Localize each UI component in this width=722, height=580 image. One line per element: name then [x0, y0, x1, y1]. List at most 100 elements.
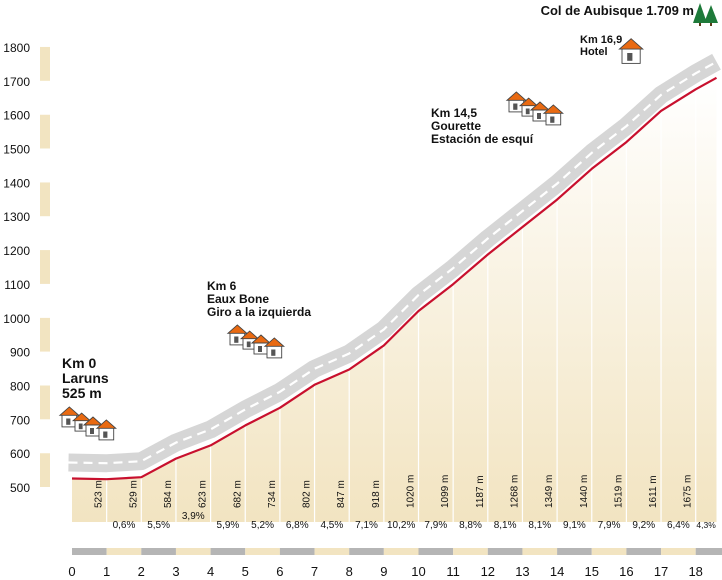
x-axis-tick-labels: 0 1 2 3 4 5 6 7 8 9 10 11 12 13 14 15 16 17 18 — [68, 564, 703, 579]
x-bar-segment — [626, 548, 662, 555]
x-tick-label: 13 — [515, 564, 529, 579]
y-band-segment — [40, 419, 50, 454]
y-tick-label: 1200 — [3, 244, 30, 258]
altitude-label: 1187 m — [475, 475, 486, 508]
gradient-label: 0,6% — [113, 520, 136, 531]
altitude-label: 584 m — [163, 480, 174, 508]
x-bar-segment — [661, 548, 696, 555]
profile-line — [71, 76, 718, 481]
y-tick-label: 1700 — [3, 75, 30, 89]
y-band-segment — [40, 351, 50, 386]
altitude-label: 1519 m — [613, 475, 624, 508]
gradient-label: 8,8% — [459, 520, 482, 531]
x-bar-segment — [522, 548, 558, 555]
y-band-segment — [40, 182, 50, 217]
x-tick-label: 17 — [654, 564, 668, 579]
mountain-trees-icon — [693, 3, 718, 26]
annotation-text: Eaux Bone — [207, 292, 269, 306]
x-tick-label: 15 — [585, 564, 599, 579]
altitude-label: 1349 m — [544, 475, 555, 508]
x-bar-segment — [314, 548, 350, 555]
annotation-text: Km 14,5 — [431, 106, 477, 120]
gradient-label: 3,9% — [182, 511, 205, 522]
village-icon — [505, 91, 564, 126]
altitude-label: 1611 m — [648, 475, 659, 508]
x-tick-label: 9 — [380, 564, 387, 579]
gradient-label: 8,1% — [528, 520, 551, 531]
x-bar-segment — [418, 548, 454, 555]
annotation-text: Gourette — [431, 119, 481, 133]
x-bar-segment — [210, 548, 246, 555]
y-band-segment — [40, 46, 50, 81]
x-tick-label: 0 — [68, 564, 75, 579]
profile-area — [72, 77, 717, 523]
x-tick-label: 2 — [138, 564, 145, 579]
gradient-label: 7,9% — [598, 520, 621, 531]
altitude-label: 1675 m — [683, 475, 694, 508]
gradient-label: 5,5% — [147, 520, 170, 531]
y-tick-label: 1300 — [3, 210, 30, 224]
gradient-label: 5,9% — [217, 520, 240, 531]
x-tick-label: 1 — [103, 564, 110, 579]
altitude-label: 1099 m — [440, 475, 451, 508]
altitude-labels: 523 m 529 m 584 m 623 m 682 m 734 m 802 m 847 m… — [94, 475, 694, 508]
altitude-label: 734 m — [267, 480, 278, 508]
y-band-segment — [40, 250, 50, 284]
x-tick-label: 6 — [276, 564, 283, 579]
gradient-label: 5,2% — [251, 520, 274, 531]
y-tick-label: 1600 — [3, 109, 30, 123]
y-band-segment — [40, 317, 50, 352]
x-axis-scale-bar — [72, 548, 722, 555]
gradient-label: 4,3% — [696, 520, 716, 530]
x-bar-segment — [349, 548, 384, 555]
altitude-label: 529 m — [128, 480, 139, 508]
x-tick-label: 4 — [207, 564, 214, 579]
y-tick-label: 1800 — [3, 41, 30, 55]
x-tick-label: 10 — [411, 564, 425, 579]
y-tick-label: 500 — [10, 481, 30, 495]
altitude-label: 682 m — [232, 480, 243, 508]
y-band-segment — [40, 80, 50, 115]
y-band-segment — [40, 114, 50, 149]
gradient-label: 6,4% — [667, 520, 690, 531]
x-tick-label: 16 — [619, 564, 633, 579]
x-tick-label: 8 — [346, 564, 353, 579]
altitude-label: 523 m — [94, 480, 105, 508]
gradient-label: 10,2% — [387, 520, 415, 531]
y-band-segment — [40, 148, 50, 183]
x-tick-label: 14 — [550, 564, 564, 579]
y-band-segment — [40, 283, 50, 318]
x-bar-segment — [141, 548, 176, 555]
x-bar-segment — [106, 548, 142, 555]
annotation-text: Estación de esquí — [431, 132, 534, 146]
altitude-label: 918 m — [371, 480, 382, 508]
x-tick-label: 11 — [446, 564, 460, 579]
x-tick-label: 3 — [172, 564, 179, 579]
y-tick-label: 1400 — [3, 176, 30, 190]
x-bar-segment — [557, 548, 592, 555]
annotation-text: Km 0 — [62, 355, 96, 371]
x-tick-label: 5 — [242, 564, 249, 579]
x-bar-segment — [487, 548, 523, 555]
x-bar-segment — [591, 548, 627, 555]
y-tick-label: 1000 — [3, 312, 30, 326]
altitude-label: 847 m — [336, 480, 347, 508]
y-band-segment — [40, 216, 50, 251]
x-bar-segment — [279, 548, 315, 555]
y-axis-scale-band — [40, 46, 50, 487]
gradient-label: 8,1% — [494, 520, 517, 531]
y-tick-label: 800 — [10, 379, 30, 393]
house-icon — [618, 38, 644, 64]
gradient-labels: 0,6% 5,5% 3,9% 5,9% 5,2% 6,8% 4,5% 7,1% 10,2% 7,9… — [113, 511, 717, 531]
x-tick-label: 12 — [481, 564, 495, 579]
altitude-label: 1440 m — [579, 475, 590, 508]
km-divider-lines — [106, 89, 697, 522]
chart-base — [68, 53, 721, 523]
y-band-segment — [40, 385, 50, 420]
x-bar-segment — [245, 548, 280, 555]
